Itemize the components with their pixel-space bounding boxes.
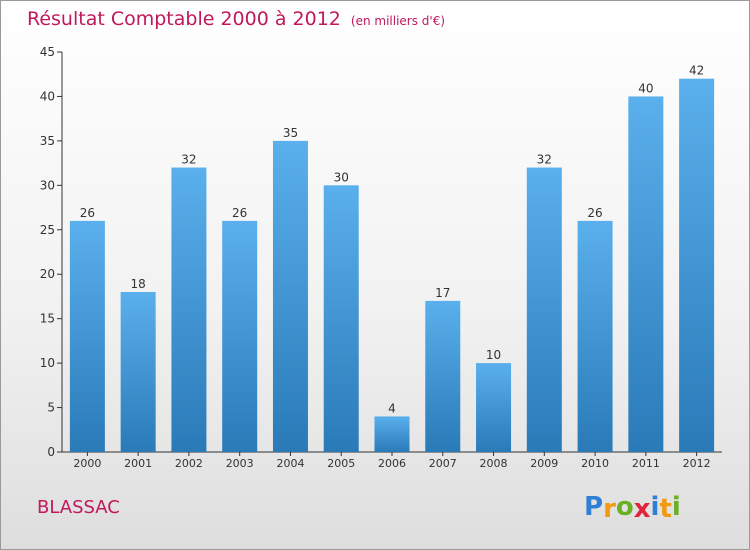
logo-letter: i xyxy=(650,492,660,522)
bar-2008 xyxy=(476,363,512,452)
logo-letter: r xyxy=(603,494,616,524)
x-tick-label-2007: 2007 xyxy=(429,457,457,470)
x-tick-label-2008: 2008 xyxy=(480,457,508,470)
x-tick-label-2011: 2011 xyxy=(632,457,660,470)
data-label-2005: 30 xyxy=(334,170,349,184)
bar-2009 xyxy=(526,167,562,453)
x-tick-label-2005: 2005 xyxy=(327,457,355,470)
bar-2003 xyxy=(222,220,258,452)
data-label-2007: 17 xyxy=(435,286,450,300)
logo-letter: x xyxy=(633,494,651,524)
x-tick-label-2001: 2001 xyxy=(124,457,152,470)
logo-letter: i xyxy=(671,492,681,522)
bar-2012 xyxy=(679,78,715,453)
logo-letter: t xyxy=(659,494,672,524)
x-tick-label-2002: 2002 xyxy=(175,457,203,470)
x-tick-label-2003: 2003 xyxy=(226,457,254,470)
y-tick-label: 30 xyxy=(40,178,55,192)
y-tick-label: 10 xyxy=(40,356,55,370)
y-tick-label: 35 xyxy=(40,134,55,148)
x-tick-label-2010: 2010 xyxy=(581,457,609,470)
y-tick-label: 15 xyxy=(40,312,55,326)
data-label-2011: 40 xyxy=(638,81,653,95)
proxiti-logo[interactable]: Proxiti xyxy=(584,492,681,524)
bar-2010 xyxy=(577,220,613,452)
chart-title-block: Résultat Comptable 2000 à 2012 (en millie… xyxy=(27,8,445,30)
bar-2000 xyxy=(69,220,105,452)
bar-2001 xyxy=(120,292,156,452)
data-label-2003: 26 xyxy=(232,206,247,220)
x-tick-label-2004: 2004 xyxy=(276,457,304,470)
logo-letter: P xyxy=(584,492,604,522)
x-tick-label-2009: 2009 xyxy=(530,457,558,470)
y-tick-label: 45 xyxy=(40,45,55,59)
bar-2002 xyxy=(171,167,207,453)
data-label-2001: 18 xyxy=(131,277,146,291)
y-tick-label: 5 xyxy=(47,401,55,415)
y-tick-label: 40 xyxy=(40,89,55,103)
bar-2005 xyxy=(323,185,359,453)
data-label-2008: 10 xyxy=(486,348,501,362)
commune-name: BLASSAC xyxy=(37,497,120,518)
bar-2004 xyxy=(272,140,308,452)
data-label-2010: 26 xyxy=(587,206,602,220)
data-label-2006: 4 xyxy=(388,401,396,415)
data-label-2004: 35 xyxy=(283,126,298,140)
data-label-2000: 26 xyxy=(80,206,95,220)
data-label-2012: 42 xyxy=(689,64,704,78)
x-tick-label-2006: 2006 xyxy=(378,457,406,470)
data-label-2009: 32 xyxy=(537,153,552,167)
logo-letter: o xyxy=(615,492,634,522)
bar-2006 xyxy=(374,416,410,452)
chart-title: Résultat Comptable 2000 à 2012 xyxy=(27,8,341,30)
data-label-2002: 32 xyxy=(181,153,196,167)
y-tick-label: 20 xyxy=(40,267,55,281)
x-tick-label-2012: 2012 xyxy=(683,457,711,470)
bar-2011 xyxy=(628,96,664,452)
x-tick-label-2000: 2000 xyxy=(73,457,101,470)
y-tick-label: 25 xyxy=(40,223,55,237)
bar-2007 xyxy=(425,300,461,452)
chart-subtitle: (en milliers d'€) xyxy=(350,14,446,28)
y-tick-label: 0 xyxy=(47,445,55,459)
